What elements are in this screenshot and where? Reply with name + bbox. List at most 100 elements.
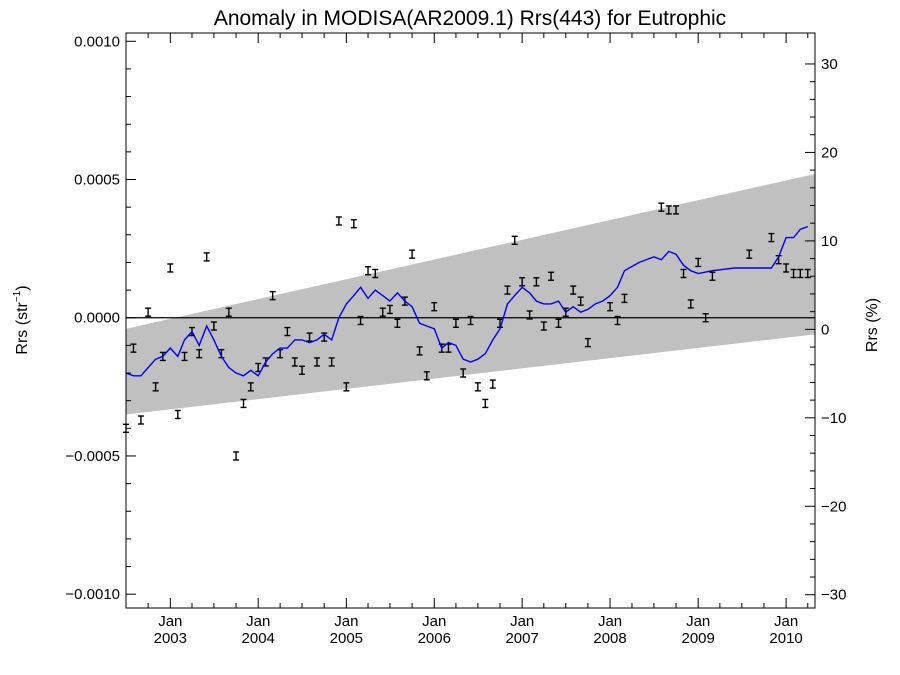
anomaly-point: [233, 451, 240, 461]
anomaly-point: [423, 371, 430, 381]
right-y-tick-label: 20: [821, 144, 838, 161]
anomaly-point: [577, 296, 584, 306]
x-tick-month-label: Jan: [598, 613, 622, 630]
anomaly-point: [526, 310, 533, 320]
anomaly-point: [247, 382, 254, 392]
anomaly-point: [313, 357, 320, 367]
right-y-axis: 30 20 10 0 −10 −20 −30: [805, 56, 846, 604]
left-y-tick-label: 0.0005: [74, 172, 120, 189]
anomaly-point: [299, 365, 306, 375]
anomaly-point: [225, 307, 232, 317]
anomaly-point: [416, 346, 423, 356]
left-y-tick-label: −0.0010: [65, 586, 120, 603]
anomaly-point: [394, 318, 401, 328]
anomaly-point: [460, 368, 467, 378]
anomaly-point: [548, 271, 555, 281]
x-tick-month-label: Jan: [510, 613, 534, 630]
anomaly-point: [372, 268, 379, 279]
anomaly-point: [203, 252, 210, 262]
anomaly-point: [306, 332, 313, 342]
x-tick-year-label: 2006: [418, 630, 451, 647]
x-tick-year-label: 2007: [505, 630, 538, 647]
anomaly-point: [386, 304, 393, 315]
anomaly-point: [804, 268, 811, 279]
x-tick-month-label: Jan: [422, 613, 446, 630]
anomaly-point: [350, 219, 357, 229]
anomaly-point: [797, 268, 804, 279]
right-y-tick-label: 0: [821, 321, 829, 338]
anomaly-point: [174, 409, 181, 420]
anomaly-point: [130, 343, 137, 353]
plot-area: [123, 32, 816, 609]
anomaly-point: [687, 299, 694, 309]
anomaly-point: [746, 249, 753, 259]
anomaly-point: [467, 315, 474, 326]
anomaly-point: [658, 202, 665, 212]
anomaly-point: [783, 263, 790, 273]
anomaly-point: [489, 379, 496, 389]
left-y-axis-label-close: ): [14, 285, 31, 290]
x-axis: Jan2003Jan2004Jan2005Jan2006Jan2007Jan20…: [125, 33, 809, 647]
anomaly-point: [291, 357, 298, 367]
right-y-tick-label: 30: [821, 56, 838, 73]
anomaly-point: [519, 277, 526, 287]
x-tick-year-label: 2008: [593, 630, 626, 647]
x-tick-year-label: 2003: [154, 630, 187, 647]
right-y-tick-label: −30: [821, 587, 846, 604]
anomaly-point: [673, 205, 680, 215]
left-y-axis-label-text: Rrs (str: [14, 301, 31, 354]
anomaly-point: [665, 205, 672, 215]
x-tick-month-label: Jan: [686, 613, 710, 630]
anomaly-point: [357, 315, 364, 326]
anomaly-point: [584, 337, 591, 348]
anomaly-point: [379, 307, 386, 317]
anomaly-point: [709, 271, 716, 281]
anomaly-point: [607, 301, 614, 312]
anomaly-point: [555, 318, 562, 328]
x-tick-month-label: Jan: [246, 613, 270, 630]
monthly-anomaly-points: [123, 202, 811, 461]
anomaly-point: [452, 318, 459, 328]
anomaly-point: [540, 321, 547, 331]
left-y-tick-label: 0.0000: [74, 310, 120, 327]
left-y-axis: 0.0010 0.0005 0.0000 −0.0005 −0.0010: [65, 33, 136, 603]
anomaly-point: [474, 382, 481, 392]
anomaly-point: [570, 285, 577, 295]
anomaly-point: [181, 351, 188, 362]
left-y-axis-label: Rrs (str−1): [12, 285, 31, 354]
x-tick-month-label: Jan: [774, 613, 798, 630]
anomaly-point: [365, 266, 372, 276]
anomaly-point: [790, 268, 797, 279]
anomaly-point: [768, 232, 775, 243]
plot-frame: [125, 32, 816, 609]
chart-title: Anomaly in MODISA(AR2009.1) Rrs(443) for…: [214, 7, 726, 30]
x-tick-year-label: 2009: [682, 630, 715, 647]
anomaly-point: [482, 398, 489, 409]
x-tick-month-label: Jan: [334, 613, 358, 630]
x-tick-year-label: 2004: [242, 630, 275, 647]
anomaly-point: [614, 315, 621, 326]
x-tick-year-label: 2005: [330, 630, 363, 647]
left-y-tick-label: 0.0010: [74, 33, 120, 50]
right-y-tick-label: −20: [821, 498, 846, 515]
right-y-tick-label: 10: [821, 233, 838, 250]
trend-confidence-band: [126, 173, 815, 415]
anomaly-point: [145, 307, 152, 317]
anomaly-point: [511, 235, 518, 246]
anomaly-point: [702, 313, 709, 323]
anomaly-point: [680, 268, 687, 279]
anomaly-point: [533, 277, 540, 287]
anomaly-point: [284, 326, 291, 337]
right-y-axis-label: Rrs (%): [864, 298, 881, 352]
anomaly-point: [343, 382, 350, 392]
anomaly-point: [328, 357, 335, 367]
right-y-tick-label: −10: [821, 410, 846, 427]
anomaly-point: [240, 398, 247, 409]
anomaly-point: [695, 257, 702, 268]
anomaly-point: [504, 285, 511, 295]
anomaly-point: [269, 290, 276, 301]
anomaly-point: [137, 415, 144, 425]
x-tick-month-label: Jan: [158, 613, 182, 630]
anomaly-point: [196, 348, 203, 359]
